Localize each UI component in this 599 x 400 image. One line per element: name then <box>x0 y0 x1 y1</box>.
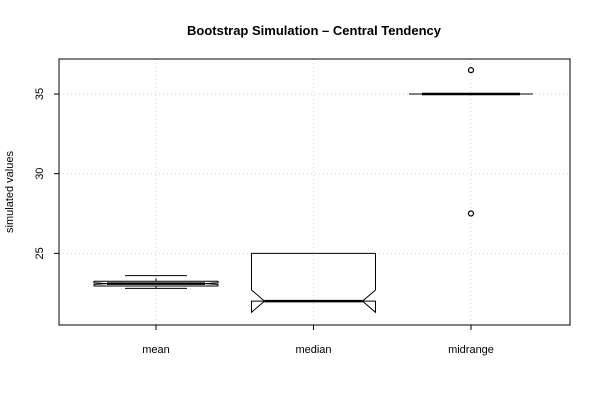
y-tick-label: 30 <box>34 168 46 180</box>
x-tick-label: midrange <box>448 344 494 356</box>
x-axis: mean median midrange <box>142 325 494 356</box>
boxes <box>93 67 533 314</box>
box-midrange <box>409 67 533 217</box>
x-tick-label: median <box>295 344 331 356</box>
x-tick-label: mean <box>142 344 170 356</box>
box-median <box>251 252 376 314</box>
y-axis: 25 30 35 <box>34 88 59 259</box>
box-body <box>93 280 219 287</box>
y-axis-label: simulated values <box>4 151 16 233</box>
box-body <box>251 252 376 314</box>
box-mean <box>93 275 219 289</box>
y-tick-label: 35 <box>34 88 46 100</box>
outlier-point <box>467 210 475 217</box>
y-tick-label: 25 <box>34 247 46 259</box>
plot-frame <box>58 58 571 326</box>
grid <box>59 59 570 325</box>
outlier-point <box>467 67 475 74</box>
chart-title: Bootstrap Simulation – Central Tendency <box>187 23 442 38</box>
